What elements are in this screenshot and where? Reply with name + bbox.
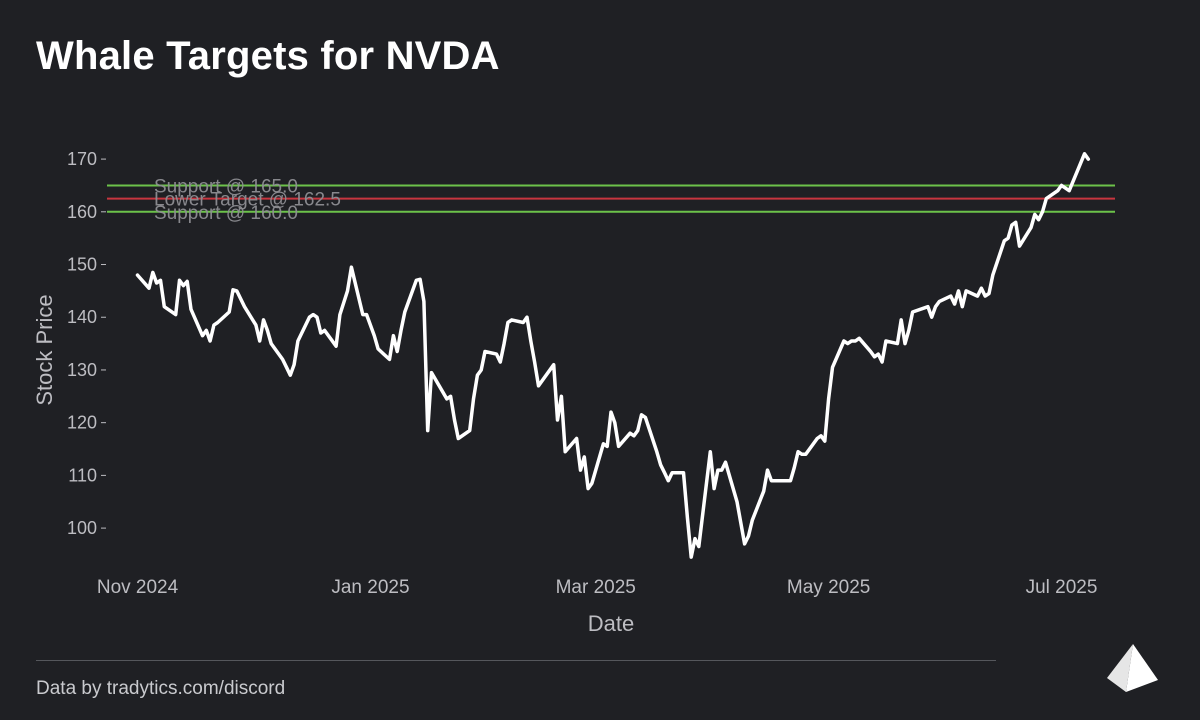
x-tick-label: Nov 2024	[97, 577, 179, 598]
footer-divider	[36, 660, 996, 661]
y-tick-label: 100	[67, 518, 97, 538]
y-axis: 100 110 120 130 140 150 160 170	[67, 149, 106, 538]
reference-line-label: Lower Target @ 162.5	[154, 190, 341, 211]
x-tick-label: Jan 2025	[331, 577, 409, 598]
x-tick-label: Jul 2025	[1026, 577, 1098, 598]
reference-lines	[107, 184, 1115, 213]
page-title: Whale Targets for NVDA	[36, 34, 500, 78]
y-tick-label: 150	[67, 255, 97, 275]
footer-credit: Data by tradytics.com/discord	[36, 678, 286, 699]
tradytics-logo-icon	[1107, 644, 1158, 692]
price-series	[135, 152, 1091, 559]
price-line-0	[135, 152, 1091, 559]
y-tick-label: 170	[67, 149, 97, 169]
reference-line-label: Support @ 165.0	[154, 176, 298, 197]
x-tick-label: May 2025	[787, 577, 870, 598]
y-tick-label: 140	[67, 307, 97, 327]
x-axis-label: Date	[588, 611, 634, 636]
y-tick-label: 130	[67, 360, 97, 380]
y-tick-label: 120	[67, 413, 97, 433]
y-tick-label: 160	[67, 202, 97, 222]
x-axis: Nov 2024 Jan 2025 Mar 2025 May 2025 Jul 2025	[97, 577, 1098, 598]
reference-line-label: Support @ 160.0	[154, 203, 298, 224]
y-axis-label: Stock Price	[32, 294, 57, 405]
x-tick-label: Mar 2025	[556, 577, 636, 598]
y-tick-label: 110	[68, 465, 97, 485]
